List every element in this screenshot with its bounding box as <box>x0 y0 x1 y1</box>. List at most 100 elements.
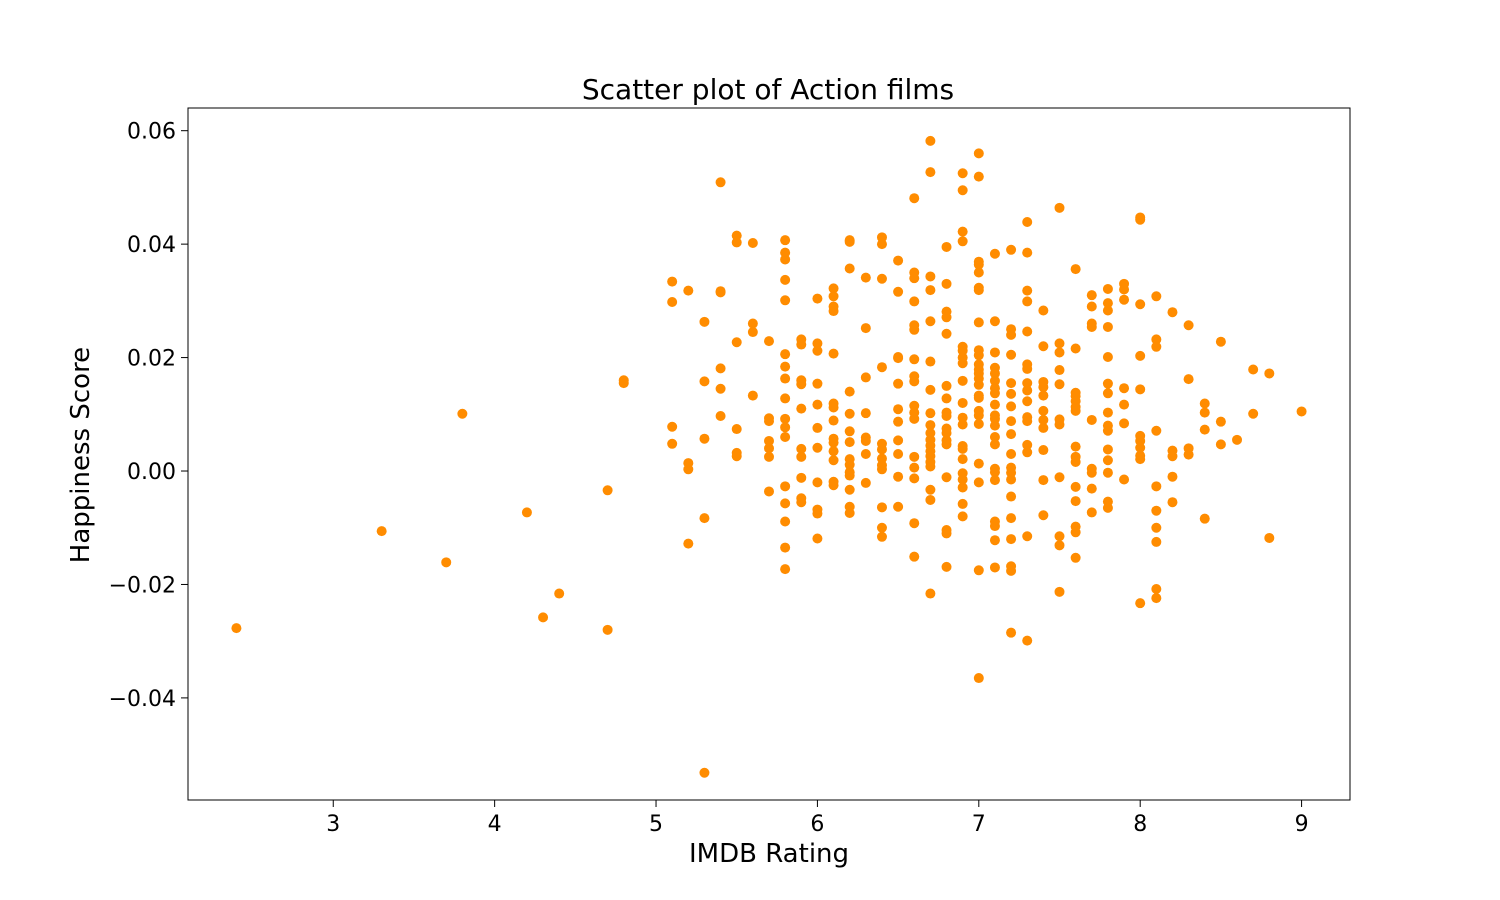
scatter-point <box>957 375 968 386</box>
scatter-point <box>893 378 904 389</box>
scatter-point <box>1054 338 1065 349</box>
scatter-point <box>699 767 710 778</box>
y-tick-label: 0.00 <box>127 460 176 485</box>
scatter-point <box>1022 378 1033 389</box>
scatter-point <box>957 226 968 237</box>
scatter-point <box>1183 374 1194 385</box>
scatter-point <box>1151 341 1162 352</box>
scatter-point <box>812 293 823 304</box>
scatter-point <box>989 521 1000 532</box>
scatter-point <box>747 318 758 329</box>
scatter-point <box>860 449 871 459</box>
scatter-point <box>1070 264 1081 275</box>
scatter-point <box>796 339 807 350</box>
scatter-point <box>1006 388 1017 399</box>
scatter-point <box>1070 496 1081 507</box>
scatter-point <box>780 274 791 285</box>
scatter-point <box>909 473 920 484</box>
scatter-point <box>844 408 855 419</box>
scatter-point <box>1038 445 1049 456</box>
scatter-point <box>1006 349 1017 360</box>
scatter-point <box>909 273 920 284</box>
scatter-point <box>989 388 1000 399</box>
scatter-point <box>828 283 839 294</box>
scatter-point <box>1248 408 1259 419</box>
scatter-point <box>1102 444 1113 455</box>
scatter-point <box>973 458 984 469</box>
scatter-point <box>780 422 791 433</box>
scatter-point <box>941 312 952 323</box>
scatter-point <box>812 508 823 519</box>
scatter-point <box>1151 522 1162 533</box>
scatter-point <box>1151 505 1162 516</box>
scatter-point <box>1022 531 1033 542</box>
scatter-point <box>812 477 823 488</box>
scatter-point <box>909 324 920 335</box>
scatter-point <box>925 461 936 472</box>
scatter-point <box>1006 329 1017 340</box>
x-tick-label: 5 <box>649 812 663 837</box>
scatter-point <box>1086 467 1097 478</box>
scatter-point <box>1086 507 1097 518</box>
scatter-point <box>1102 283 1113 294</box>
x-tick-label: 3 <box>326 812 340 837</box>
chart-title: Scatter plot of Action films <box>582 73 954 106</box>
scatter-point <box>554 588 565 599</box>
scatter-point <box>699 433 710 444</box>
scatter-point <box>747 390 758 401</box>
scatter-point <box>1038 305 1049 316</box>
scatter-point <box>1199 407 1210 418</box>
scatter-point <box>1070 481 1081 492</box>
scatter-point <box>1022 396 1033 407</box>
scatter-point <box>1135 384 1146 395</box>
scatter-point <box>925 285 936 296</box>
scatter-point <box>699 376 710 387</box>
scatter-point <box>1038 422 1049 433</box>
scatter-point <box>1022 326 1033 337</box>
scatter-point <box>780 295 791 306</box>
x-tick-label: 8 <box>1133 812 1147 837</box>
scatter-point <box>844 236 855 247</box>
x-tick-label: 6 <box>810 812 824 837</box>
scatter-point <box>1054 531 1065 542</box>
scatter-point <box>1070 441 1081 452</box>
scatter-point <box>941 241 952 252</box>
scatter-point <box>893 471 904 482</box>
scatter-point <box>893 255 904 266</box>
scatter-point <box>828 348 839 359</box>
scatter-point <box>1102 378 1113 389</box>
scatter-point <box>1038 510 1049 521</box>
scatter-point <box>1038 475 1049 486</box>
scatter-point <box>876 464 887 475</box>
scatter-point <box>973 148 984 159</box>
scatter-point <box>683 285 694 296</box>
scatter-point <box>1151 584 1162 594</box>
scatter-point <box>844 263 855 274</box>
scatter-point <box>1022 439 1033 450</box>
scatter-point <box>828 446 839 457</box>
scatter-point <box>780 431 791 442</box>
scatter-point <box>1102 298 1113 309</box>
scatter-point <box>957 168 968 179</box>
scatter-point <box>796 379 807 390</box>
scatter-point <box>1151 481 1162 492</box>
scatter-point <box>1199 398 1210 409</box>
scatter-point <box>989 248 1000 259</box>
scatter-point <box>1006 401 1017 412</box>
scatter-point <box>715 383 726 394</box>
scatter-point <box>925 356 936 367</box>
scatter-point <box>989 420 1000 431</box>
scatter-point <box>941 561 952 572</box>
scatter-point <box>860 372 871 383</box>
scatter-point <box>1022 296 1033 307</box>
scatter-point <box>893 501 904 512</box>
scatter-point <box>1022 363 1033 374</box>
scatter-point <box>909 451 920 462</box>
scatter-point <box>893 449 904 459</box>
scatter-point <box>876 531 887 542</box>
scatter-point <box>1119 399 1130 410</box>
y-tick-label: 0.04 <box>127 233 176 258</box>
scatter-point <box>957 511 968 522</box>
